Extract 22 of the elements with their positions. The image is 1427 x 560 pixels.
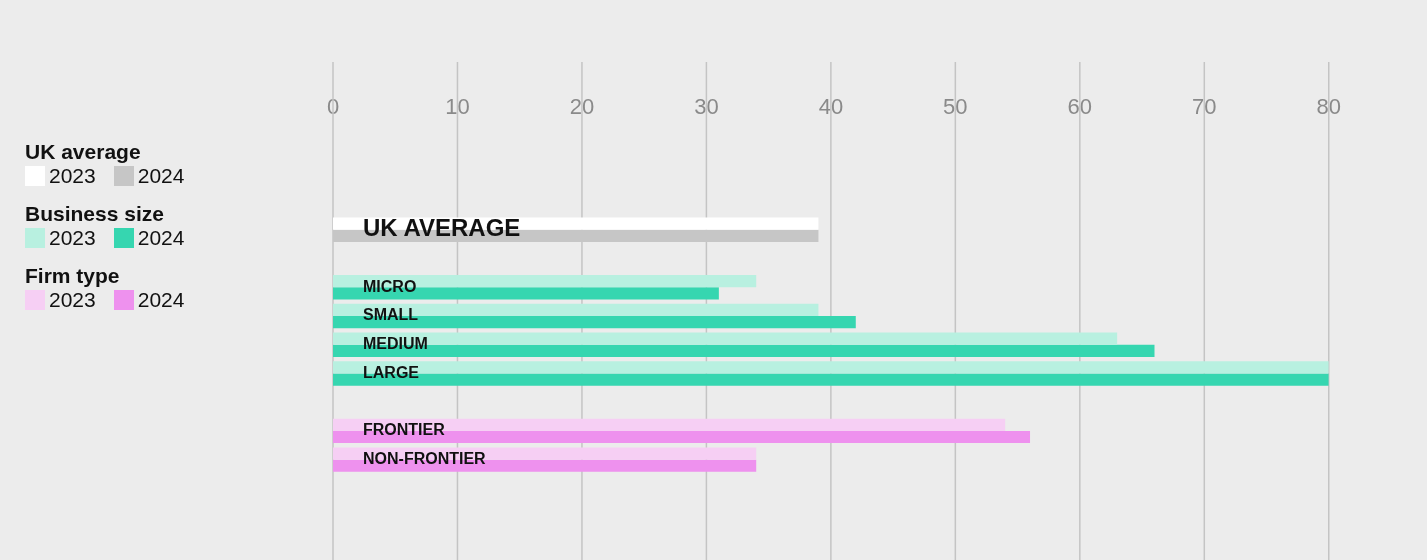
y-tick-label: UK AVERAGE — [363, 214, 521, 242]
x-tick-label: 30 — [694, 94, 719, 120]
text: 2023 — [49, 164, 96, 187]
x-tick-label: 80 — [1316, 94, 1342, 120]
text: 2023 — [49, 288, 96, 311]
y-tick-label: LARGE — [363, 363, 420, 381]
y-tick-label: FRONTIER — [363, 421, 446, 439]
text: UK average — [25, 140, 142, 164]
text: Business size — [25, 202, 165, 226]
x-tick-label: 0 — [326, 94, 340, 120]
text: 2024 — [137, 288, 185, 311]
text: 2024 — [137, 164, 185, 187]
x-tick-label: 40 — [818, 94, 844, 120]
x-tick-label: 20 — [569, 94, 595, 120]
x-tick-label: 50 — [943, 94, 968, 120]
x-tick-label: 70 — [1192, 94, 1217, 120]
legend-label: 2023 — [49, 226, 96, 250]
text: Firm type — [25, 264, 121, 288]
x-tick-label: 10 — [445, 94, 470, 120]
y-tick-label: NON-FRONTIER — [363, 450, 487, 468]
legend-label: 2024 — [137, 226, 185, 250]
x-tick-label: 60 — [1067, 94, 1093, 120]
